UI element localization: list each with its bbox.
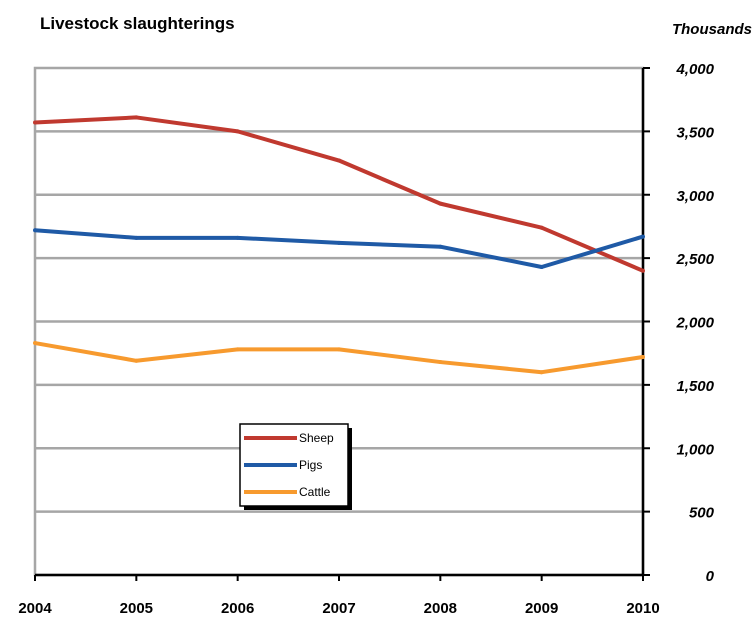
x-tick-label: 2006: [221, 600, 254, 617]
chart-title: Livestock slaughterings: [40, 14, 235, 33]
y-tick-label: 0: [706, 568, 715, 585]
data-point-pigs: [539, 264, 544, 269]
data-point-cattle: [539, 370, 544, 375]
data-point-pigs: [438, 244, 443, 249]
data-point-cattle: [33, 341, 37, 346]
legend-label-sheep: Sheep: [299, 431, 334, 445]
data-point-sheep: [33, 120, 37, 125]
y-tick-label: 2,000: [675, 315, 714, 332]
y-tick-label: 3,500: [676, 124, 714, 141]
x-tick-label: 2010: [626, 600, 659, 617]
data-point-sheep: [641, 268, 645, 273]
data-point-pigs: [337, 240, 341, 245]
data-point-pigs: [134, 235, 139, 240]
data-point-sheep: [134, 115, 139, 120]
data-point-cattle: [438, 360, 443, 365]
y-tick-label: 500: [689, 505, 715, 522]
data-point-sheep: [337, 158, 341, 163]
x-tick-label: 2009: [525, 600, 558, 617]
y-tick-label: 1,000: [676, 441, 714, 458]
data-point-cattle: [235, 347, 240, 352]
x-tick-label: 2008: [424, 600, 457, 617]
y-axis-unit-label: Thousands: [671, 21, 752, 38]
y-tick-label: 4,000: [675, 61, 714, 78]
legend-label-pigs: Pigs: [299, 458, 322, 472]
x-tick-label: 2004: [18, 600, 52, 617]
data-point-pigs: [33, 228, 37, 233]
x-tick-label: 2007: [322, 600, 355, 617]
data-point-sheep: [235, 129, 240, 134]
y-tick-label: 2,500: [675, 251, 714, 268]
data-point-sheep: [438, 201, 443, 206]
data-point-cattle: [641, 354, 645, 359]
data-point-pigs: [235, 235, 240, 240]
x-tick-label: 2005: [120, 600, 153, 617]
legend-label-cattle: Cattle: [299, 485, 331, 499]
data-point-sheep: [539, 225, 544, 230]
data-point-cattle: [134, 358, 139, 363]
y-tick-label: 3,000: [676, 188, 714, 205]
data-point-pigs: [641, 234, 645, 239]
series-line-pigs: [34, 228, 644, 269]
data-point-cattle: [337, 347, 341, 352]
y-tick-label: 1,500: [676, 378, 714, 395]
